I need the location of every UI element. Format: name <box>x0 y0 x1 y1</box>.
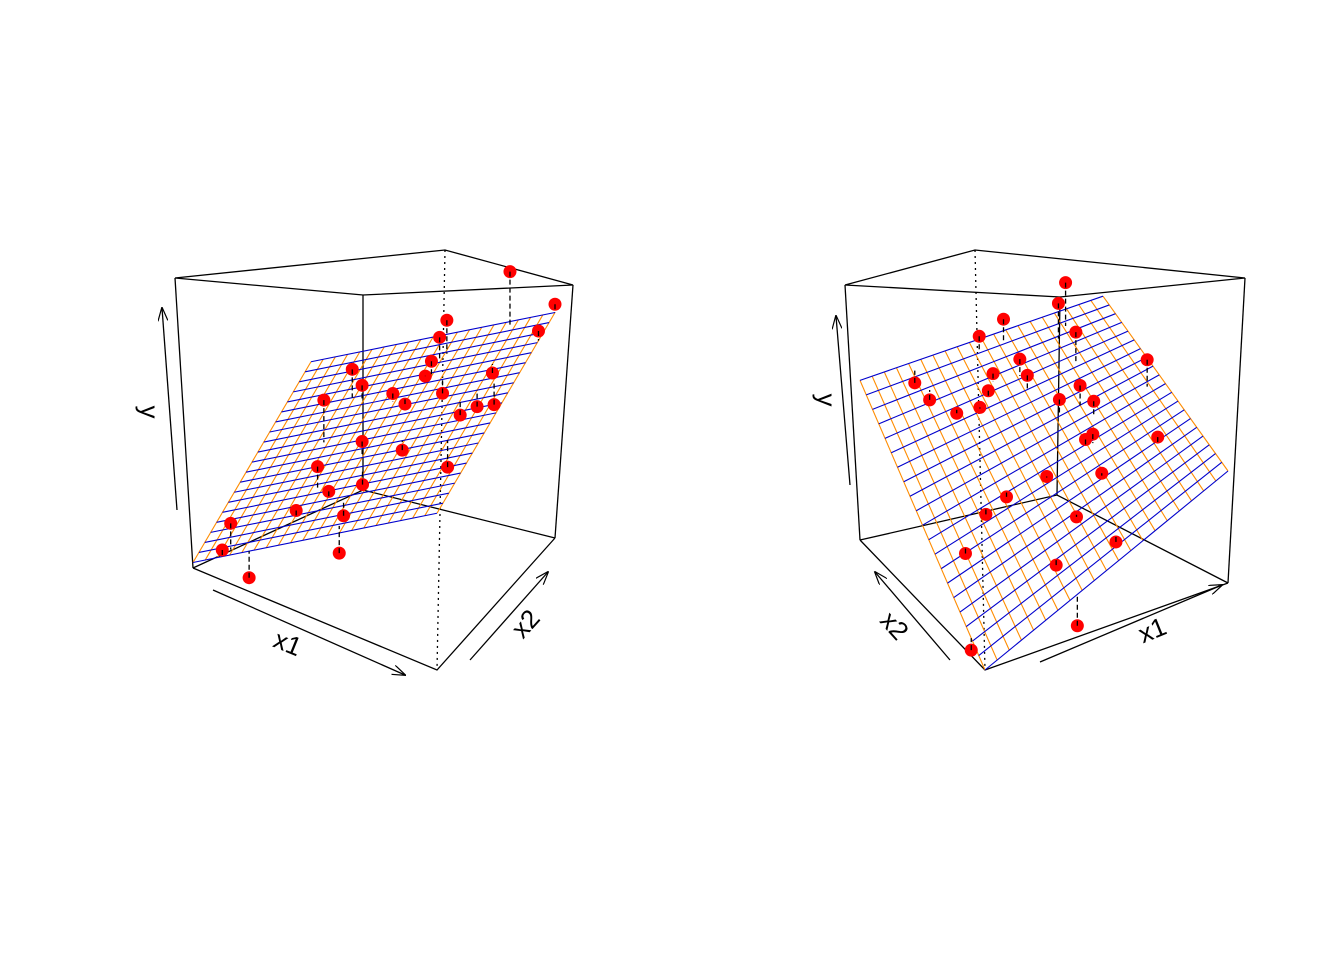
box-edge <box>174 277 194 569</box>
surface-line-x1 <box>287 352 532 403</box>
surface-line-x1 <box>897 348 1141 468</box>
x2-axis-arrow <box>469 572 548 661</box>
surface-line-x1 <box>972 453 1216 642</box>
surface-line-x1 <box>922 383 1166 526</box>
surface-line-x1 <box>915 374 1160 512</box>
surface-line-x1 <box>251 412 497 463</box>
box-edge <box>554 284 574 539</box>
surface-line-x1 <box>210 482 455 533</box>
surface-line-x1 <box>891 339 1135 454</box>
surface-line-x1 <box>245 422 491 473</box>
surface-line-x1 <box>228 452 473 503</box>
x1-axis-arrow <box>1039 585 1222 663</box>
surface-line-x1 <box>263 392 508 443</box>
surface-line-x1 <box>940 409 1185 570</box>
surface-line-x1 <box>866 304 1110 396</box>
surface-line-x1 <box>222 462 467 513</box>
box-edge <box>844 284 861 541</box>
y-axis-arrow <box>162 308 178 511</box>
surface-line-x1 <box>204 492 449 543</box>
surface-line-x1 <box>909 365 1154 497</box>
x1-axis-arrow <box>212 589 405 675</box>
surface-line-x1 <box>299 332 544 383</box>
surface-line-x1 <box>903 356 1148 483</box>
box-edge <box>1227 277 1246 584</box>
surface-line-x1 <box>984 470 1229 671</box>
surface-line-x1 <box>198 502 444 554</box>
box-hidden-edge <box>974 249 986 671</box>
axis-label: y <box>812 394 842 407</box>
surface-line-x1 <box>947 418 1191 584</box>
surface-line-x1 <box>965 444 1210 628</box>
surface-line-x1 <box>959 435 1204 613</box>
surface-line-x1 <box>978 461 1223 656</box>
surface-line-x1 <box>304 321 550 373</box>
surface-line-x1 <box>269 382 514 433</box>
surface-line-x1 <box>884 330 1129 439</box>
x2-axis-arrow <box>875 572 951 661</box>
surface-line-x1 <box>216 472 461 523</box>
axis-label: y <box>135 406 165 419</box>
box-hidden-edge <box>436 249 446 671</box>
surface-line-x1 <box>234 442 479 493</box>
surface-line-x1 <box>192 512 438 564</box>
surface-line-x1 <box>293 342 538 393</box>
y-axis-arrow <box>836 316 851 486</box>
surface-line-x1 <box>928 391 1173 541</box>
surface-line-x1 <box>240 432 485 483</box>
surface-line-x1 <box>878 321 1122 425</box>
surface-line-x1 <box>310 311 556 363</box>
surface-line-x1 <box>934 400 1179 555</box>
